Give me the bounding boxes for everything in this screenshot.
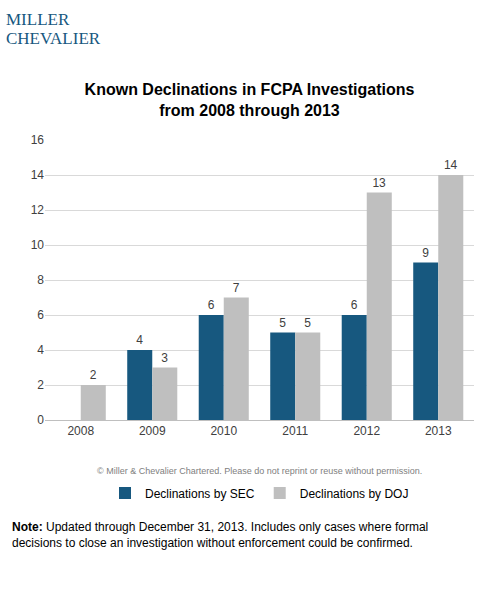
svg-text:5: 5 [279, 316, 286, 330]
svg-text:14: 14 [31, 168, 45, 182]
svg-text:3: 3 [161, 351, 168, 365]
svg-text:9: 9 [422, 246, 429, 260]
svg-text:2011: 2011 [282, 424, 308, 438]
svg-text:14: 14 [444, 158, 458, 172]
svg-text:6: 6 [351, 298, 358, 312]
svg-text:4: 4 [37, 343, 44, 357]
svg-text:12: 12 [31, 203, 45, 217]
svg-text:10: 10 [31, 238, 45, 252]
svg-text:Known Declinations in FCPA Inv: Known Declinations in FCPA Investigation… [85, 81, 415, 119]
svg-text:5: 5 [304, 316, 311, 330]
svg-text:4: 4 [136, 333, 143, 347]
svg-text:16: 16 [31, 133, 45, 147]
svg-text:2009: 2009 [139, 424, 166, 438]
svg-text:7: 7 [233, 281, 240, 295]
svg-text:Note: Updated through December: Note: Updated through December 31, 2013.… [12, 520, 428, 550]
svg-text:© Miller & Chevalier Chartered: © Miller & Chevalier Chartered. Please d… [97, 466, 422, 476]
svg-text:2: 2 [90, 368, 97, 382]
svg-text:2: 2 [37, 378, 44, 392]
svg-text:6: 6 [208, 298, 215, 312]
svg-text:13: 13 [372, 176, 386, 190]
svg-text:8: 8 [37, 273, 44, 287]
svg-text:2012: 2012 [353, 424, 380, 438]
svg-text:0: 0 [37, 413, 44, 427]
svg-text:6: 6 [37, 308, 44, 322]
svg-text:2008: 2008 [67, 424, 94, 438]
svg-text:Declinations by DOJ: Declinations by DOJ [300, 487, 409, 501]
svg-text:CHEVALIER: CHEVALIER [6, 29, 101, 48]
svg-text:Declinations by SEC: Declinations by SEC [145, 487, 255, 501]
svg-text:2013: 2013 [425, 424, 452, 438]
svg-text:MILLER: MILLER [6, 10, 70, 29]
svg-text:2010: 2010 [210, 424, 237, 438]
